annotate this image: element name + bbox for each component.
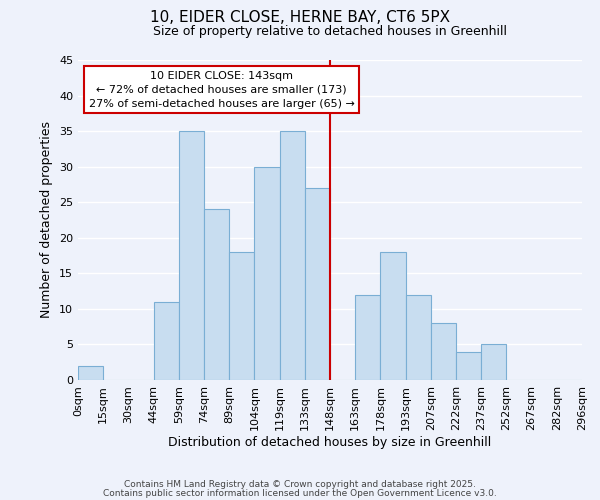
Bar [305, 188, 330, 380]
Bar [179, 131, 204, 380]
Bar [254, 166, 280, 380]
Bar [380, 252, 406, 380]
Bar [229, 252, 254, 380]
Text: 10, EIDER CLOSE, HERNE BAY, CT6 5PX: 10, EIDER CLOSE, HERNE BAY, CT6 5PX [150, 10, 450, 25]
Text: Contains HM Land Registry data © Crown copyright and database right 2025.: Contains HM Land Registry data © Crown c… [124, 480, 476, 489]
Bar [355, 294, 380, 380]
Title: Size of property relative to detached houses in Greenhill: Size of property relative to detached ho… [153, 25, 507, 38]
Bar [280, 131, 305, 380]
Bar [456, 352, 481, 380]
Bar [78, 366, 103, 380]
Bar [431, 323, 456, 380]
Bar [154, 302, 179, 380]
Text: Contains public sector information licensed under the Open Government Licence v3: Contains public sector information licen… [103, 490, 497, 498]
Bar [481, 344, 506, 380]
Bar [204, 210, 229, 380]
X-axis label: Distribution of detached houses by size in Greenhill: Distribution of detached houses by size … [169, 436, 491, 448]
Text: 10 EIDER CLOSE: 143sqm
← 72% of detached houses are smaller (173)
27% of semi-de: 10 EIDER CLOSE: 143sqm ← 72% of detached… [89, 70, 355, 108]
Y-axis label: Number of detached properties: Number of detached properties [40, 122, 53, 318]
Bar [406, 294, 431, 380]
